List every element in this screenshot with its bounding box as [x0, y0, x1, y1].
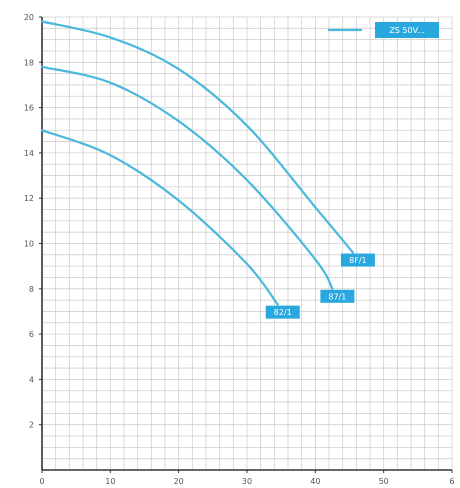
legend: ZS 50V... — [328, 22, 439, 38]
curve-labels: 82/1 87/1 8F/1 — [265, 253, 375, 319]
series-lines — [40, 20, 354, 306]
x-tick-label: 0 — [39, 477, 44, 486]
y-tick-label: 14 — [24, 149, 34, 158]
curve-label-box — [320, 289, 355, 303]
y-tick-label: 6 — [29, 330, 34, 339]
curve-label-box — [340, 253, 375, 267]
y-tick-label: 18 — [24, 58, 34, 67]
x-tick-labels: 0 10 20 30 40 50 6 — [39, 470, 455, 486]
x-tick-label: 20 — [174, 477, 184, 486]
y-tick-label: 2 — [29, 421, 34, 430]
x-tick-label: 40 — [310, 477, 320, 486]
legend-label-box — [375, 22, 439, 38]
series-line — [40, 20, 354, 254]
curve-label: 87/1 — [328, 292, 346, 301]
x-tick-label: 50 — [379, 477, 389, 486]
series-line — [40, 65, 334, 290]
curve-label: 82/1 — [274, 308, 292, 317]
y-tick-label: 4 — [29, 375, 34, 384]
curve-label: 8F/1 — [349, 256, 366, 265]
curve-label-box — [265, 305, 300, 319]
x-tick-label: 6 — [449, 477, 454, 486]
legend-label: ZS 50V... — [389, 26, 424, 35]
y-tick-label: 12 — [24, 194, 34, 203]
x-tick-label: 10 — [105, 477, 115, 486]
series-line — [40, 129, 279, 306]
y-tick-label: 16 — [24, 104, 34, 113]
grid-lines — [42, 16, 453, 470]
y-tick-label: 20 — [24, 13, 34, 22]
y-tick-labels: 2 4 6 8 10 12 14 16 18 20 — [24, 13, 42, 430]
x-tick-label: 30 — [242, 477, 252, 486]
y-tick-label: 10 — [24, 240, 34, 249]
y-tick-label: 8 — [29, 285, 34, 294]
